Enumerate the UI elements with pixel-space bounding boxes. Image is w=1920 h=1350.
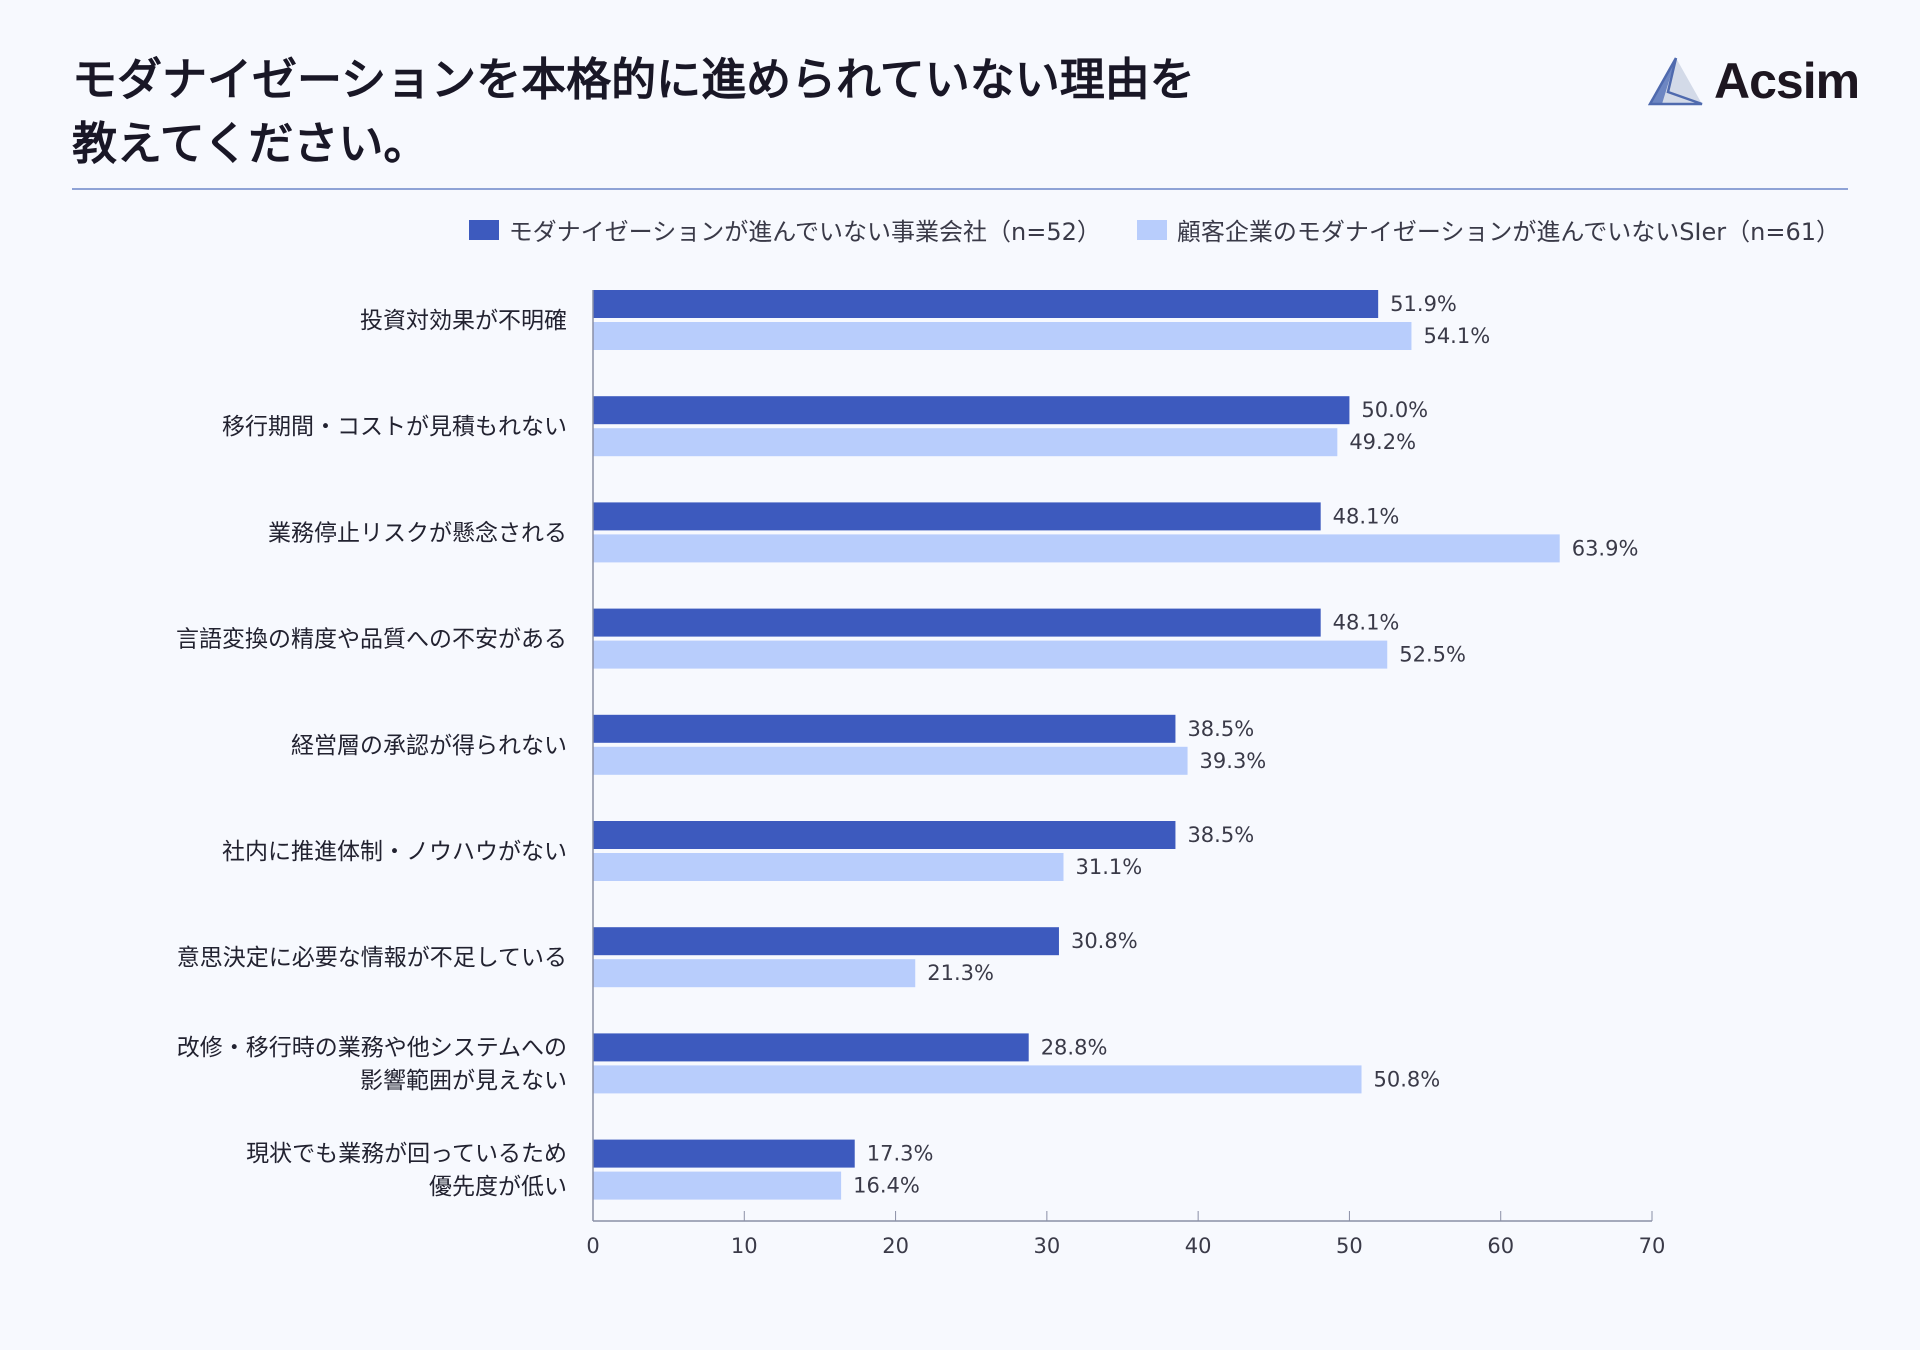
x-tick-label: 60: [1487, 1234, 1514, 1258]
bar-series1: [593, 502, 1321, 531]
bar-series1: [593, 821, 1176, 849]
legend-swatch-series2: [1136, 219, 1167, 240]
chart-title: モダナイゼーションを本格的に進められていない理由を 教えてください。: [72, 48, 1195, 176]
bar-series2: [593, 853, 1064, 881]
legend-item-series2: 顧客企業のモダナイゼーションが進んでいないSIer（n=61）: [1136, 212, 1840, 247]
bar-series1: [593, 714, 1176, 743]
data-label-series2: 49.2%: [1349, 430, 1416, 454]
bar-series1: [593, 927, 1059, 956]
x-tick-label: 10: [731, 1234, 758, 1258]
bar-series1: [593, 1139, 855, 1168]
bar-series2: [593, 1171, 842, 1200]
category-label: 影響範囲が見えない: [360, 1068, 567, 1094]
data-label-series1: 48.1%: [1333, 611, 1400, 635]
category-label: 投資対効果が不明確: [360, 308, 567, 334]
data-label-series2: 21.3%: [927, 961, 994, 985]
data-label-series1: 51.9%: [1390, 292, 1457, 316]
x-tick-label: 70: [1639, 1234, 1666, 1258]
data-label-series2: 50.8%: [1374, 1067, 1441, 1091]
category-label: 意思決定に必要な情報が不足している: [177, 945, 567, 971]
data-label-series1: 38.5%: [1187, 717, 1254, 741]
category-label: 業務停止リスクが懸念される: [268, 520, 567, 546]
bar-series2: [593, 534, 1560, 563]
category-label: 言語変換の精度や品質への不安がある: [176, 627, 567, 653]
data-label-series1: 30.8%: [1071, 929, 1138, 953]
category-label: 改修・移行時の業務や他システムへの: [177, 1035, 567, 1061]
data-label-series2: 63.9%: [1572, 536, 1639, 560]
legend-label-series2: 顧客企業のモダナイゼーションが進んでいないSIer（n=61）: [1176, 218, 1840, 246]
bar-series2: [593, 959, 916, 988]
bar-series2: [593, 746, 1188, 775]
acsim-logo: Acsim: [1648, 52, 1860, 110]
category-label: 現状でも業務が回っているため: [246, 1141, 567, 1167]
data-label-series2: 31.1%: [1075, 855, 1142, 879]
data-label-series2: 54.1%: [1423, 324, 1490, 348]
bar-series1: [593, 1033, 1029, 1062]
bar-series1: [593, 290, 1379, 318]
data-label-series1: 38.5%: [1187, 823, 1254, 847]
data-label-series2: 16.4%: [853, 1174, 920, 1198]
legend-item-series1: モダナイゼーションが進んでいない事業会社（n=52）: [468, 212, 1101, 247]
title-divider: [72, 188, 1848, 190]
category-label: 移行期間・コストが見積もれない: [222, 414, 567, 440]
category-label: 社内に推進体制・ノウハウがない: [222, 839, 567, 865]
legend: モダナイゼーションが進んでいない事業会社（n=52） 顧客企業のモダナイゼーショ…: [468, 212, 1840, 247]
category-label: 経営層の承認が得られない: [291, 733, 567, 759]
data-label-series2: 39.3%: [1200, 749, 1267, 773]
logo-text: Acsim: [1714, 53, 1860, 109]
bar-series2: [593, 640, 1388, 669]
bar-series1: [593, 396, 1350, 425]
legend-swatch-series1: [468, 219, 499, 240]
logo-triangle-icon: [1648, 57, 1703, 106]
bar-series2: [593, 1065, 1362, 1094]
category-label: 優先度が低い: [429, 1174, 567, 1200]
legend-label-series1: モダナイゼーションが進んでいない事業会社（n=52）: [508, 218, 1101, 246]
title-line-1: モダナイゼーションを本格的に進められていない理由を: [72, 53, 1195, 106]
bar-series2: [593, 322, 1412, 350]
bar-series1: [593, 608, 1321, 637]
data-label-series2: 52.5%: [1399, 643, 1466, 667]
x-tick-label: 0: [586, 1234, 599, 1258]
data-label-series1: 50.0%: [1361, 398, 1428, 422]
x-tick-label: 30: [1033, 1234, 1060, 1258]
x-tick-label: 40: [1185, 1234, 1212, 1258]
title-line-2: 教えてください。: [72, 117, 429, 170]
data-label-series1: 17.3%: [867, 1142, 934, 1166]
x-tick-label: 20: [882, 1234, 909, 1258]
bar-series2: [593, 428, 1338, 457]
data-label-series1: 28.8%: [1041, 1035, 1108, 1059]
data-label-series1: 48.1%: [1333, 504, 1400, 528]
x-tick-label: 50: [1336, 1234, 1363, 1258]
